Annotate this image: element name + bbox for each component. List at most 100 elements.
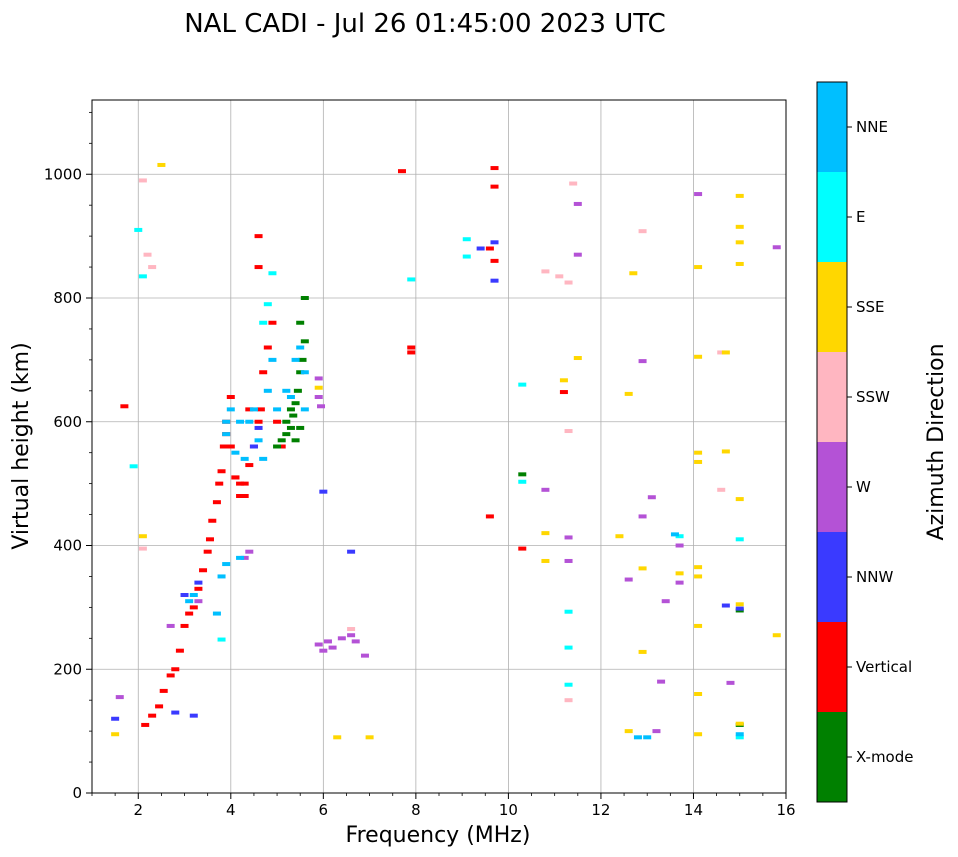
data-point-nne bbox=[268, 357, 277, 362]
data-point-nne bbox=[300, 370, 309, 375]
x-axis-label: Frequency (MHz) bbox=[346, 823, 531, 848]
data-point-sse bbox=[638, 566, 647, 571]
x-axis-ticks: 2 4 6 8 10 12 14 16 bbox=[91, 793, 796, 819]
data-point-vertical bbox=[226, 444, 235, 449]
data-point-ssw bbox=[138, 546, 147, 551]
data-point-vertical bbox=[245, 463, 254, 468]
data-point-x-mode bbox=[282, 432, 291, 437]
data-point-e bbox=[462, 237, 471, 242]
data-point-nnw bbox=[490, 278, 499, 283]
data-point-x-mode bbox=[300, 296, 309, 300]
data-point-sse bbox=[694, 732, 703, 737]
data-point-w bbox=[564, 558, 573, 563]
data-point-nne bbox=[643, 735, 652, 740]
colorbar-segment bbox=[817, 532, 847, 622]
data-point-nne bbox=[291, 357, 300, 362]
data-point-nnw bbox=[490, 240, 499, 245]
data-point-w bbox=[317, 404, 326, 409]
data-point-x-mode bbox=[273, 444, 282, 449]
data-point-sse bbox=[157, 162, 166, 167]
data-point-w bbox=[351, 639, 360, 644]
data-point-vertical bbox=[215, 481, 224, 486]
data-point-ssw bbox=[569, 181, 578, 186]
x-tick-label: 6 bbox=[319, 801, 329, 819]
data-point-nne bbox=[259, 456, 268, 461]
data-point-w bbox=[314, 642, 323, 647]
data-point-sse bbox=[541, 531, 550, 536]
data-point-sse bbox=[694, 574, 703, 579]
data-point-nnw bbox=[254, 425, 263, 430]
x-tick-label: 2 bbox=[133, 801, 143, 819]
data-point-w bbox=[624, 577, 633, 582]
data-point-vertical bbox=[245, 407, 254, 412]
data-point-sse bbox=[314, 385, 323, 390]
data-point-nne bbox=[263, 388, 272, 393]
data-points bbox=[111, 162, 781, 740]
data-point-w bbox=[314, 395, 323, 399]
colorbar-frame bbox=[816, 81, 848, 803]
data-point-vertical bbox=[148, 713, 157, 718]
y-tick-label: 0 bbox=[72, 784, 82, 802]
data-point-ssw bbox=[564, 698, 573, 703]
data-point-nne bbox=[633, 735, 642, 740]
colorbar-segment bbox=[817, 712, 847, 802]
data-point-vertical bbox=[407, 345, 416, 350]
data-point-x-mode bbox=[282, 419, 291, 424]
data-point-ssw bbox=[564, 429, 573, 434]
data-point-nne bbox=[273, 407, 282, 412]
data-point-sse bbox=[675, 571, 684, 576]
data-point-nnw bbox=[194, 580, 203, 585]
data-point-w bbox=[314, 376, 323, 381]
data-point-vertical bbox=[254, 419, 263, 424]
data-point-e bbox=[518, 382, 527, 387]
data-point-sse bbox=[735, 721, 744, 726]
data-point-w bbox=[638, 359, 647, 364]
data-point-sse bbox=[333, 735, 342, 740]
data-point-sse bbox=[138, 534, 147, 539]
data-point-w bbox=[661, 599, 670, 604]
data-point-sse bbox=[694, 623, 703, 628]
data-point-vertical bbox=[254, 234, 263, 239]
data-point-nne bbox=[286, 395, 295, 399]
data-point-vertical bbox=[231, 475, 240, 480]
chart-title: NAL CADI - Jul 26 01:45:00 2023 UTC bbox=[184, 9, 666, 39]
data-point-nnw bbox=[735, 606, 744, 611]
data-point-sse bbox=[735, 240, 744, 245]
data-point-sse bbox=[365, 735, 374, 740]
data-point-w bbox=[245, 549, 254, 554]
gridlines bbox=[92, 100, 786, 793]
data-point-vertical bbox=[212, 500, 221, 505]
data-point-w bbox=[657, 679, 666, 684]
data-point-e bbox=[407, 277, 416, 282]
data-point-sse bbox=[721, 449, 730, 454]
data-point-nnw bbox=[319, 489, 328, 494]
data-point-ssw bbox=[347, 627, 356, 632]
data-point-w bbox=[694, 192, 703, 197]
data-point-vertical bbox=[397, 169, 406, 174]
data-point-vertical bbox=[273, 419, 282, 424]
data-point-nne bbox=[236, 419, 245, 424]
data-point-sse bbox=[772, 633, 781, 638]
data-point-vertical bbox=[120, 404, 129, 409]
data-point-e bbox=[263, 302, 272, 307]
data-point-vertical bbox=[236, 494, 245, 498]
data-point-w bbox=[360, 653, 369, 658]
data-point-e bbox=[735, 735, 744, 740]
data-point-nne bbox=[226, 407, 235, 412]
data-point-ssw bbox=[564, 280, 573, 285]
data-point-ssw bbox=[148, 265, 157, 270]
data-point-w bbox=[675, 543, 684, 548]
data-point-sse bbox=[111, 732, 120, 737]
data-point-nnw bbox=[249, 444, 258, 449]
data-point-sse bbox=[735, 261, 744, 266]
data-point-sse bbox=[694, 692, 703, 696]
data-point-vertical bbox=[236, 481, 245, 486]
data-point-vertical bbox=[485, 514, 494, 519]
data-point-w bbox=[115, 695, 124, 700]
data-point-x-mode bbox=[286, 407, 295, 412]
data-point-vertical bbox=[490, 166, 499, 171]
data-point-nne bbox=[296, 345, 305, 350]
data-point-vertical bbox=[217, 469, 226, 474]
data-point-w bbox=[240, 555, 249, 560]
